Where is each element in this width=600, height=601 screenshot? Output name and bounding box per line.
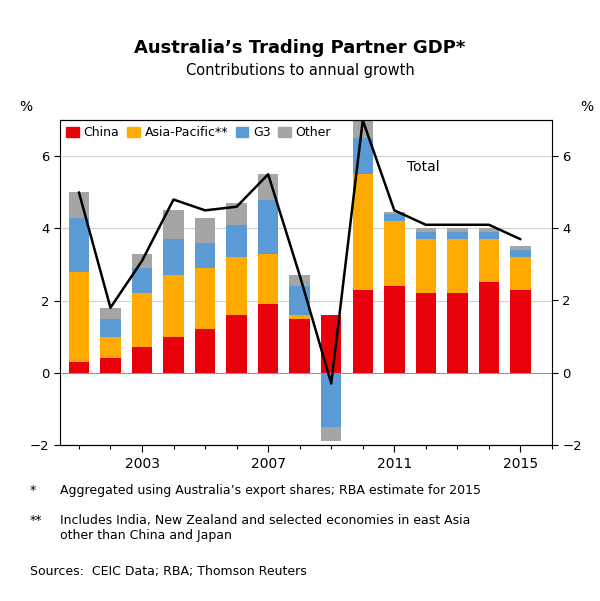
Bar (258, 174, 278, 200)
Bar (68, 192, 89, 218)
Bar (195, 218, 215, 243)
Bar (353, 290, 373, 373)
Bar (226, 203, 247, 225)
Bar (416, 228, 436, 232)
Bar (510, 290, 531, 373)
Text: Aggregated using Australia’s export shares; RBA estimate for 2015: Aggregated using Australia’s export shar… (60, 484, 481, 497)
Bar (447, 239, 467, 293)
Bar (226, 257, 247, 315)
Bar (510, 250, 531, 257)
Bar (163, 275, 184, 337)
Bar (479, 239, 499, 282)
Bar (195, 268, 215, 329)
Bar (68, 272, 89, 362)
Bar (100, 337, 121, 358)
Text: Australia’s Trading Partner GDP*: Australia’s Trading Partner GDP* (134, 39, 466, 57)
Bar (289, 315, 310, 319)
Bar (258, 254, 278, 304)
Bar (510, 246, 531, 250)
Bar (321, 315, 341, 373)
Bar (163, 239, 184, 275)
Bar (510, 257, 531, 290)
Bar (100, 308, 121, 319)
Bar (195, 243, 215, 268)
Text: Sources:  CEIC Data; RBA; Thomson Reuters: Sources: CEIC Data; RBA; Thomson Reuters (30, 565, 307, 578)
Bar (226, 315, 247, 373)
Bar (479, 232, 499, 239)
Bar (163, 337, 184, 373)
Bar (353, 120, 373, 138)
Bar (195, 329, 215, 373)
Bar (258, 304, 278, 373)
Bar (447, 232, 467, 239)
Bar (132, 254, 152, 268)
Bar (132, 347, 152, 373)
Bar (416, 232, 436, 239)
Bar (479, 282, 499, 373)
Bar (384, 214, 404, 221)
Bar (416, 293, 436, 373)
Text: %: % (580, 100, 593, 114)
Text: Includes India, New Zealand and selected economies in east Asia
other than China: Includes India, New Zealand and selected… (60, 514, 470, 542)
Text: %: % (19, 100, 32, 114)
Bar (321, 427, 341, 441)
Bar (353, 138, 373, 174)
Bar (289, 286, 310, 315)
Legend: China, Asia-Pacific**, G3, Other: China, Asia-Pacific**, G3, Other (66, 126, 331, 139)
Bar (447, 228, 467, 232)
Bar (384, 286, 404, 373)
Bar (100, 319, 121, 337)
Text: *: * (30, 484, 36, 497)
Text: Contributions to annual growth: Contributions to annual growth (185, 63, 415, 78)
Bar (163, 210, 184, 239)
Bar (416, 239, 436, 293)
Bar (353, 174, 373, 290)
Bar (68, 362, 89, 373)
Bar (132, 293, 152, 347)
Bar (132, 268, 152, 293)
Bar (384, 221, 404, 286)
Bar (226, 225, 247, 257)
Bar (321, 373, 341, 427)
Bar (479, 228, 499, 232)
Bar (100, 358, 121, 373)
Text: **: ** (30, 514, 43, 527)
Bar (289, 319, 310, 373)
Bar (68, 218, 89, 272)
Bar (289, 275, 310, 286)
Bar (447, 293, 467, 373)
Bar (258, 200, 278, 254)
Text: Total: Total (407, 160, 440, 174)
Bar (384, 212, 404, 214)
